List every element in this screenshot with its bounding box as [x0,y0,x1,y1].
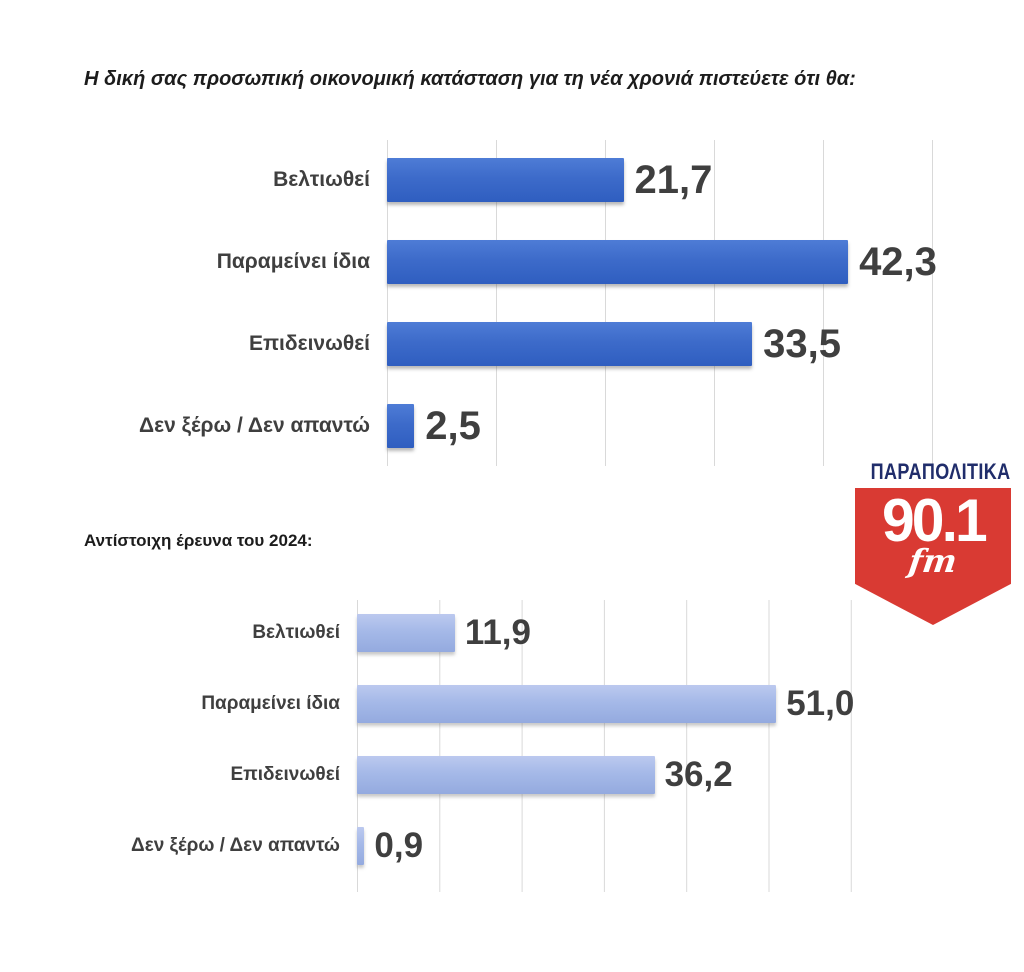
category-label: Δεν ξέρω / Δεν απαντώ [131,835,340,856]
category-label: Βελτιωθεί [252,622,340,643]
category-label: Παραμείνει ίδια [216,250,370,273]
bar [387,158,624,202]
chart-2024: Βελτιωθεί 11,9 Παραμείνει ίδια 51,0 Επιδεινω… [0,600,1024,896]
section-2024-label: Αντίστοιχη έρευνα του 2024: [84,531,313,550]
bar [387,404,415,448]
category-label: Δεν ξέρω / Δεν απαντώ [139,414,370,437]
category-label: Επιδεινωθεί [248,332,370,355]
value-label: 11,9 [464,613,532,652]
bar [357,827,365,865]
category-label: Παραμείνει ίδια [201,693,340,714]
parapolitika-radio-logo: ΠΑΡΑΠΟΛΙΤΙΚΑ 90.1 fm [855,459,1011,625]
bar [357,614,455,652]
category-label: Βελτιωθεί [273,168,370,191]
logo-wordmark: ΠΑΡΑΠΟΛΙΤΙΚΑ [870,459,1011,484]
logo-badge-shield: 90.1 fm [855,488,1011,625]
bar [387,322,753,366]
value-label: 42,3 [859,239,937,284]
value-label: 21,7 [634,157,713,202]
category-label: Επιδεινωθεί [230,764,340,785]
bar [357,756,655,794]
value-label: 51,0 [786,684,855,723]
bar [357,685,777,723]
value-label: 36,2 [664,755,733,794]
value-label: 0,9 [374,826,424,865]
chart-current-year: Βελτιωθεί 21,7 Παραμείνει ίδια 42,3 Επιδεινω… [0,140,1024,470]
logo-frequency: 90.1 [881,487,988,554]
bar [387,240,849,284]
page-title: Η δική σας προσωπική οικονομική κατάστασ… [84,68,856,90]
logo-fm: fm [906,542,960,580]
value-label: 2,5 [425,403,481,448]
value-label: 33,5 [763,321,841,366]
